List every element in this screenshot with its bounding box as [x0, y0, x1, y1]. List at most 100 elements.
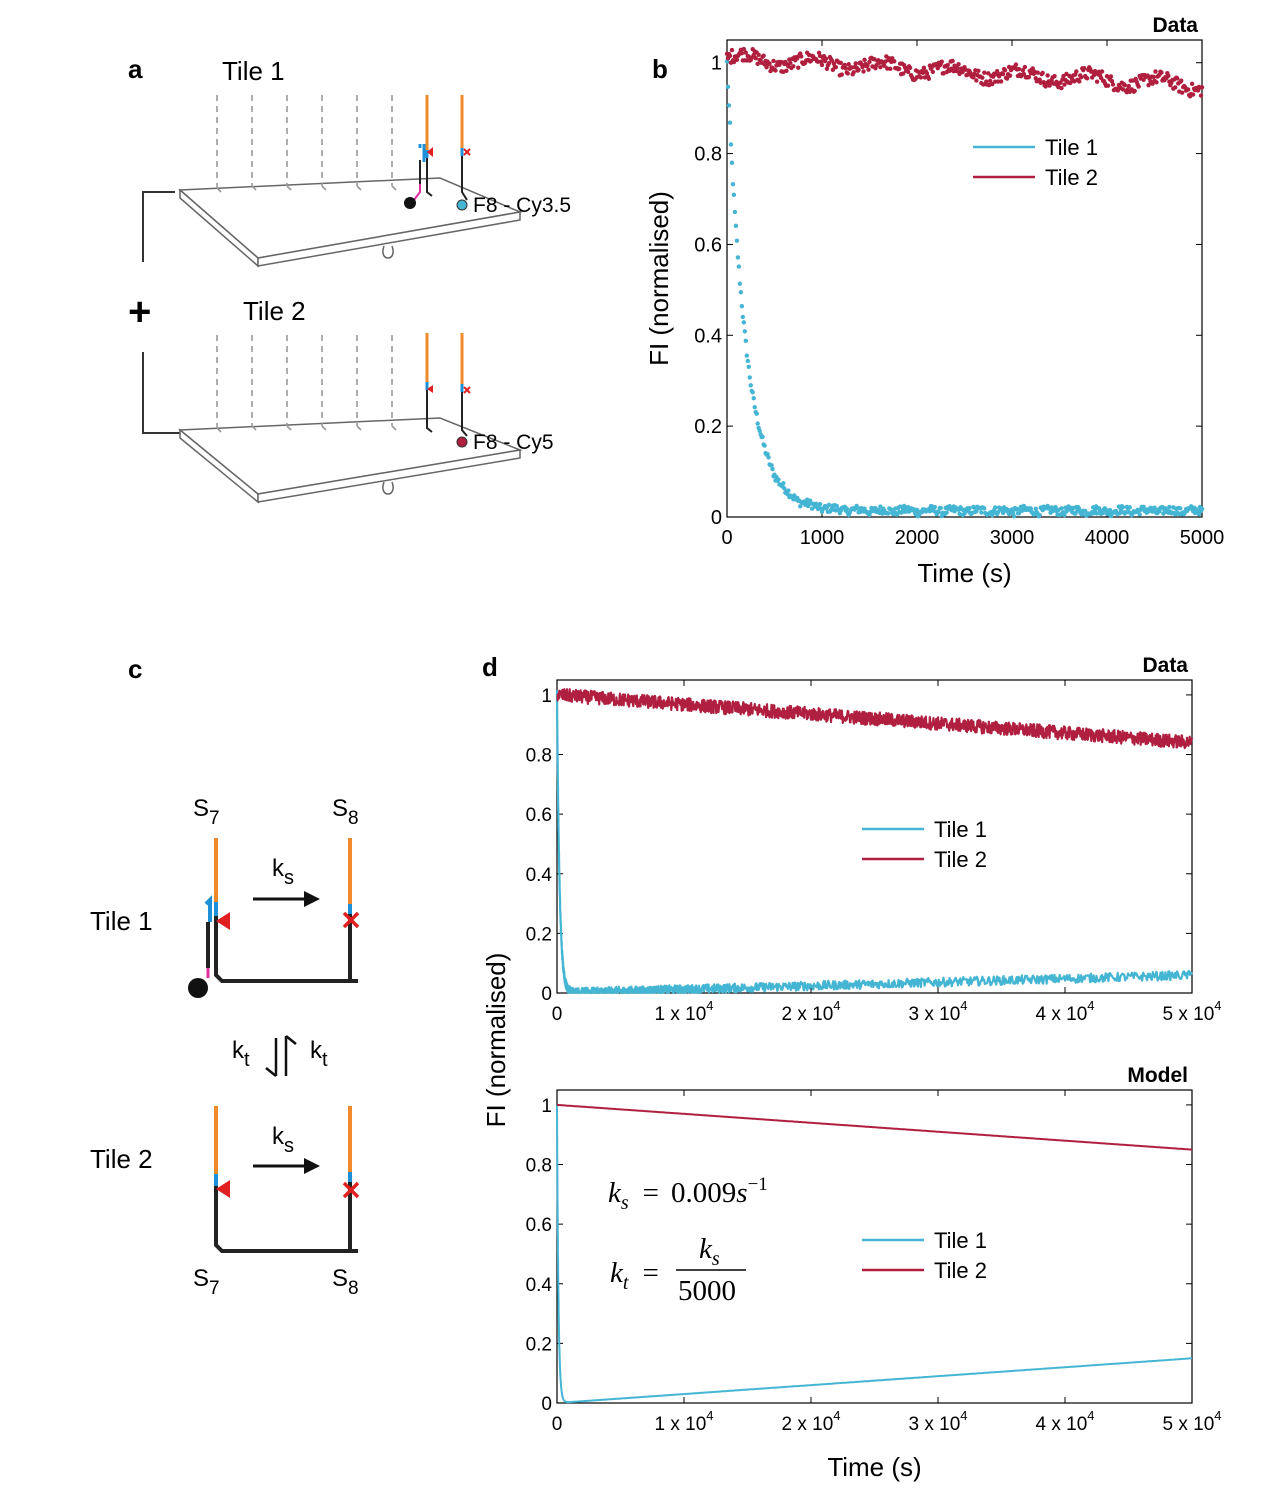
data-point [781, 481, 786, 486]
kt-equation-lhs: kt = [610, 1257, 659, 1294]
data-point [755, 421, 760, 426]
data-point [729, 47, 735, 53]
data-point [1030, 66, 1035, 71]
data-point [741, 320, 747, 325]
data-point [1037, 512, 1042, 518]
data-point [939, 59, 944, 64]
x-tick-label: 1 x 104 [655, 1408, 714, 1435]
x-axis-label: Time (s) [917, 558, 1011, 588]
data-point [784, 68, 789, 73]
chart-b: 0 1000 2000 3000 4000 5000 0 0.2 0.4 0.6 0.8 1 Data b… [644, 14, 1224, 588]
data-point [851, 70, 856, 75]
y-tick-label: 0.6 [694, 234, 722, 256]
ks-label-2: ks [272, 1123, 294, 1157]
data-point [733, 223, 739, 229]
data-point [817, 501, 823, 507]
data-point [962, 511, 967, 516]
chart-d-data: 0 1 x 104 2 x 104 3 x 104 4 x 104 5 x 104 0 0.2… [481, 652, 1222, 1127]
data-point [1108, 74, 1114, 79]
data-point [1145, 73, 1150, 78]
data-point [833, 64, 839, 70]
data-point [992, 505, 998, 510]
data-point [732, 209, 738, 215]
data-point [1132, 88, 1137, 94]
x-tick-label: 5 x 104 [1163, 1408, 1222, 1435]
data-point [1178, 506, 1183, 511]
equilibrium-arrows: kt kt [232, 1035, 328, 1077]
series-tile-1 [555, 690, 1193, 995]
y-tick-label: 0 [541, 984, 552, 1005]
bracket [142, 191, 180, 434]
data-point [734, 238, 740, 243]
data-point [740, 314, 746, 320]
data-point [1002, 67, 1008, 73]
tile1-schematic: ks [188, 838, 360, 998]
data-point [782, 486, 787, 491]
data-point [938, 505, 943, 511]
tile1-fluor-label: F8 - Cy3.5 [473, 194, 571, 217]
s8-bottom-label: S8 [332, 1265, 359, 1299]
data-point [739, 51, 745, 56]
data-point [1007, 73, 1013, 78]
data-point [1058, 80, 1063, 85]
data-point [1166, 73, 1171, 79]
data-point [1151, 74, 1156, 80]
data-point [1053, 504, 1058, 510]
data-point [762, 443, 767, 448]
data-point [767, 61, 772, 66]
data-point [1094, 511, 1100, 516]
series-line [555, 690, 1193, 995]
series-tile-1 [556, 1104, 1193, 1404]
data-point [867, 59, 872, 65]
y-tick-label: 0.6 [526, 1215, 552, 1236]
data-point [905, 69, 911, 74]
data-point [755, 61, 760, 67]
data-point [1190, 92, 1196, 97]
data-point [1199, 506, 1205, 512]
tile2-plate: F8 - Cy5 [178, 333, 554, 504]
y-tick-label: 0.8 [526, 1156, 552, 1177]
data-point [979, 510, 984, 515]
y-tick-label: 0.4 [526, 865, 553, 886]
panel-c-label: c [128, 654, 142, 684]
data-point [766, 455, 771, 460]
data-point [1052, 74, 1057, 79]
data-point [1126, 83, 1131, 89]
panel-c: c S7 S8 Tile 1 Tile 2 ks [90, 654, 360, 1299]
data-point [748, 383, 753, 388]
data-point [1068, 80, 1073, 86]
legend-label: Tile 1 [934, 1228, 987, 1253]
data-point [988, 78, 993, 83]
x-tick-label: 3 x 104 [909, 1408, 968, 1435]
y-axis-label: FI (normalised) [481, 953, 511, 1128]
data-point [1107, 507, 1113, 513]
data-point [1099, 69, 1105, 74]
data-point [824, 66, 830, 72]
data-point [743, 50, 749, 55]
data-point [750, 390, 755, 395]
data-point [729, 160, 735, 165]
tile1-label-c: Tile 1 [90, 906, 153, 936]
data-point [1077, 506, 1082, 512]
data-point [897, 504, 903, 509]
data-point [838, 60, 844, 65]
y-tick-label: 0.2 [526, 1334, 552, 1355]
data-point [754, 411, 759, 416]
data-point [773, 68, 778, 73]
data-point [856, 67, 861, 72]
data-point [1059, 506, 1064, 511]
data-point [930, 69, 936, 75]
data-point [728, 142, 734, 147]
x-tick-label: 4 x 104 [1036, 1408, 1095, 1435]
data-point [738, 290, 744, 295]
data-point [799, 54, 804, 59]
y-tick-label: 0.6 [526, 805, 552, 826]
data-point [971, 75, 976, 80]
data-point [1077, 79, 1082, 84]
data-point [878, 65, 883, 70]
data-point [932, 504, 938, 510]
plot-frame [556, 679, 1193, 994]
data-point [771, 58, 776, 64]
data-point [743, 338, 749, 343]
data-point [1004, 76, 1010, 81]
